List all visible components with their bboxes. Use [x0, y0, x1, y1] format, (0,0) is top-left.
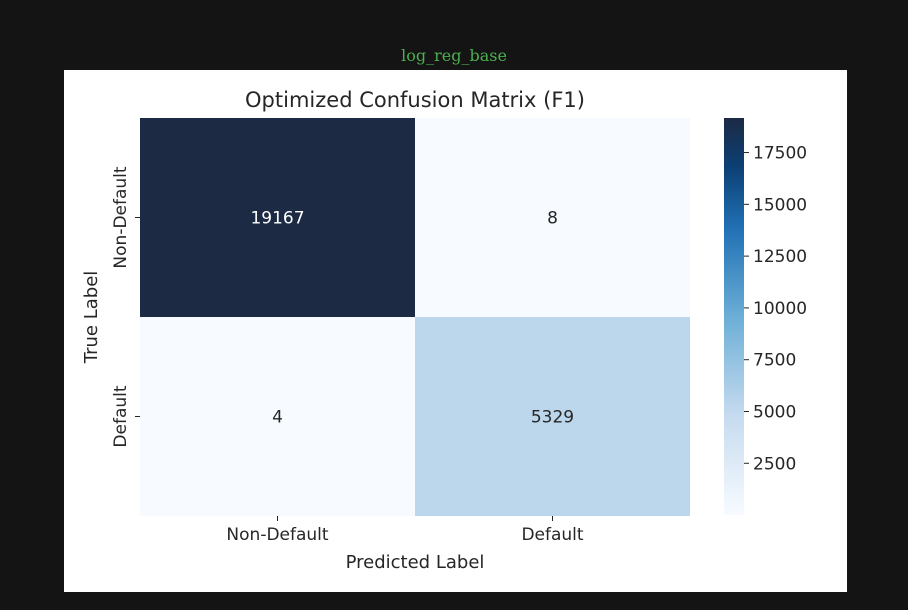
colorbar-tick-label: 17500 — [753, 144, 807, 164]
heatmap-cells: 19167 8 4 5329 — [140, 118, 690, 516]
heatmap-cell — [415, 317, 690, 516]
heatmap-cell — [415, 118, 690, 317]
chart-title: Optimized Confusion Matrix (F1) — [245, 88, 585, 112]
y-tick-label: Default — [111, 385, 131, 447]
confusion-matrix-chart: Optimized Confusion Matrix (F1) 19167 8 4 5… — [81, 88, 807, 573]
y-axis-ticks: Non-Default Default — [111, 166, 140, 448]
colorbar-tick-label: 10000 — [753, 299, 807, 319]
x-axis-ticks: Non-Default Default — [226, 516, 584, 545]
cell-annotation: 8 — [547, 209, 558, 229]
colorbar-tick-label: 5000 — [753, 402, 796, 422]
figure-canvas: Optimized Confusion Matrix (F1) 19167 8 4 5… — [64, 70, 847, 592]
colorbar-tick-label: 2500 — [753, 454, 796, 474]
cell-annotation: 4 — [272, 408, 283, 428]
y-tick-label: Non-Default — [111, 166, 131, 268]
cell-annotation: 19167 — [250, 209, 304, 229]
colorbar — [724, 118, 744, 515]
cell-annotation: 5329 — [531, 408, 574, 428]
cell-output-label: log_reg_base — [401, 46, 507, 65]
colorbar-ticks: 2500 5000 7500 10000 12500 15000 17500 — [744, 144, 807, 474]
x-tick-label: Default — [521, 525, 583, 545]
heatmap-cell — [140, 118, 415, 317]
heatmap-cell — [140, 317, 415, 516]
colorbar-tick-label: 7500 — [753, 351, 796, 371]
colorbar-tick-label: 15000 — [753, 195, 807, 215]
x-tick-label: Non-Default — [226, 525, 328, 545]
y-axis-label: True Label — [81, 271, 102, 365]
colorbar-tick-label: 12500 — [753, 247, 807, 267]
x-axis-label: Predicted Label — [346, 552, 485, 573]
